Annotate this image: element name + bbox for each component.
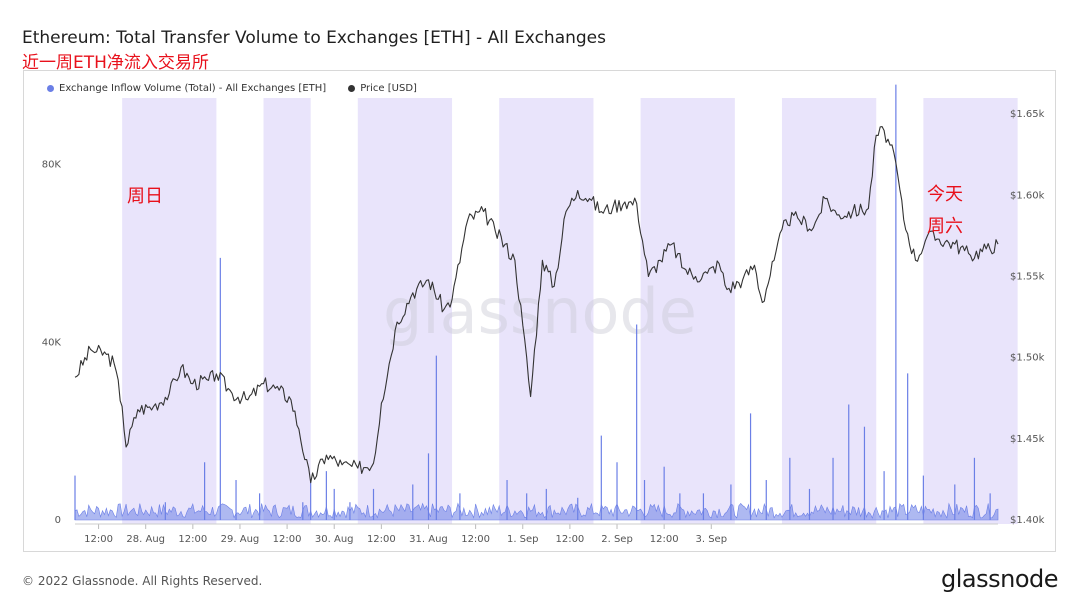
- x-tick-label: 12:00: [273, 534, 302, 545]
- legend-item-inflow[interactable]: Exchange Inflow Volume (Total) - All Exc…: [47, 83, 326, 94]
- x-tick-label: 12:00: [461, 534, 490, 545]
- annotation-sunday: 周日: [127, 186, 163, 207]
- y-right-tick-label: $1.65k: [1010, 109, 1045, 120]
- y-axis-right: $1.40k $1.45k $1.50k $1.55k $1.60k $1.65k: [1010, 109, 1045, 526]
- y-left-tick-label: 40K: [42, 337, 62, 348]
- y-right-tick-label: $1.55k: [1010, 272, 1045, 283]
- x-tick-label: 12:00: [555, 534, 584, 545]
- weekend-band: [640, 98, 735, 524]
- x-axis: 12:00 28. Aug 12:00 29. Aug 12:00 30. Aug 12:0…: [75, 523, 998, 545]
- x-tick-label: 2. Sep: [601, 534, 633, 545]
- x-tick-label: 12:00: [178, 534, 207, 545]
- legend-item-price[interactable]: Price [USD]: [348, 83, 417, 94]
- price-series: [74, 126, 999, 484]
- y-left-tick-label: 0: [55, 515, 61, 526]
- chart-title: Ethereum: Total Transfer Volume to Excha…: [22, 28, 606, 48]
- y-axis-left: 0 40K 80K: [42, 160, 62, 526]
- legend-inflow-dot: [47, 85, 54, 92]
- y-right-tick-label: $1.40k: [1010, 515, 1045, 526]
- legend: Exchange Inflow Volume (Total) - All Exc…: [47, 83, 417, 94]
- weekend-band: [781, 98, 877, 524]
- inflow-area: [74, 502, 999, 521]
- x-tick-label: 3. Sep: [695, 534, 727, 545]
- x-tick-label: 30. Aug: [315, 534, 354, 545]
- chart-subtitle: 近一周ETH净流入交易所: [22, 53, 209, 73]
- x-tick-label: 28. Aug: [126, 534, 165, 545]
- legend-price-dot: [348, 85, 356, 92]
- x-tick-label: 12:00: [650, 534, 679, 545]
- weekend-band: [122, 98, 217, 524]
- legend-inflow-label: Exchange Inflow Volume (Total) - All Exc…: [59, 83, 327, 94]
- x-tick-label: 12:00: [367, 534, 396, 545]
- weekend-band: [263, 98, 311, 524]
- y-right-tick-label: $1.45k: [1010, 434, 1045, 445]
- y-left-tick-label: 80K: [42, 160, 62, 171]
- annotation-today: 今天: [927, 184, 963, 205]
- annotation-saturday: 周六: [927, 216, 963, 237]
- weekend-bands: [122, 98, 1018, 524]
- y-right-tick-label: $1.60k: [1010, 190, 1045, 201]
- footer-copyright: © 2022 Glassnode. All Rights Reserved.: [22, 574, 263, 588]
- weekend-band: [923, 98, 1018, 524]
- x-tick-label: 1. Sep: [507, 534, 539, 545]
- brand-logo: glassnode: [940, 565, 1059, 593]
- x-tick-label: 29. Aug: [221, 534, 260, 545]
- x-tick-label: 31. Aug: [409, 534, 448, 545]
- price-line: [74, 126, 999, 484]
- legend-price-label: Price [USD]: [360, 83, 417, 94]
- y-right-tick-label: $1.50k: [1010, 353, 1045, 364]
- x-tick-label: 12:00: [84, 534, 113, 545]
- weekend-band: [499, 98, 594, 524]
- inflow-series: [74, 84, 999, 521]
